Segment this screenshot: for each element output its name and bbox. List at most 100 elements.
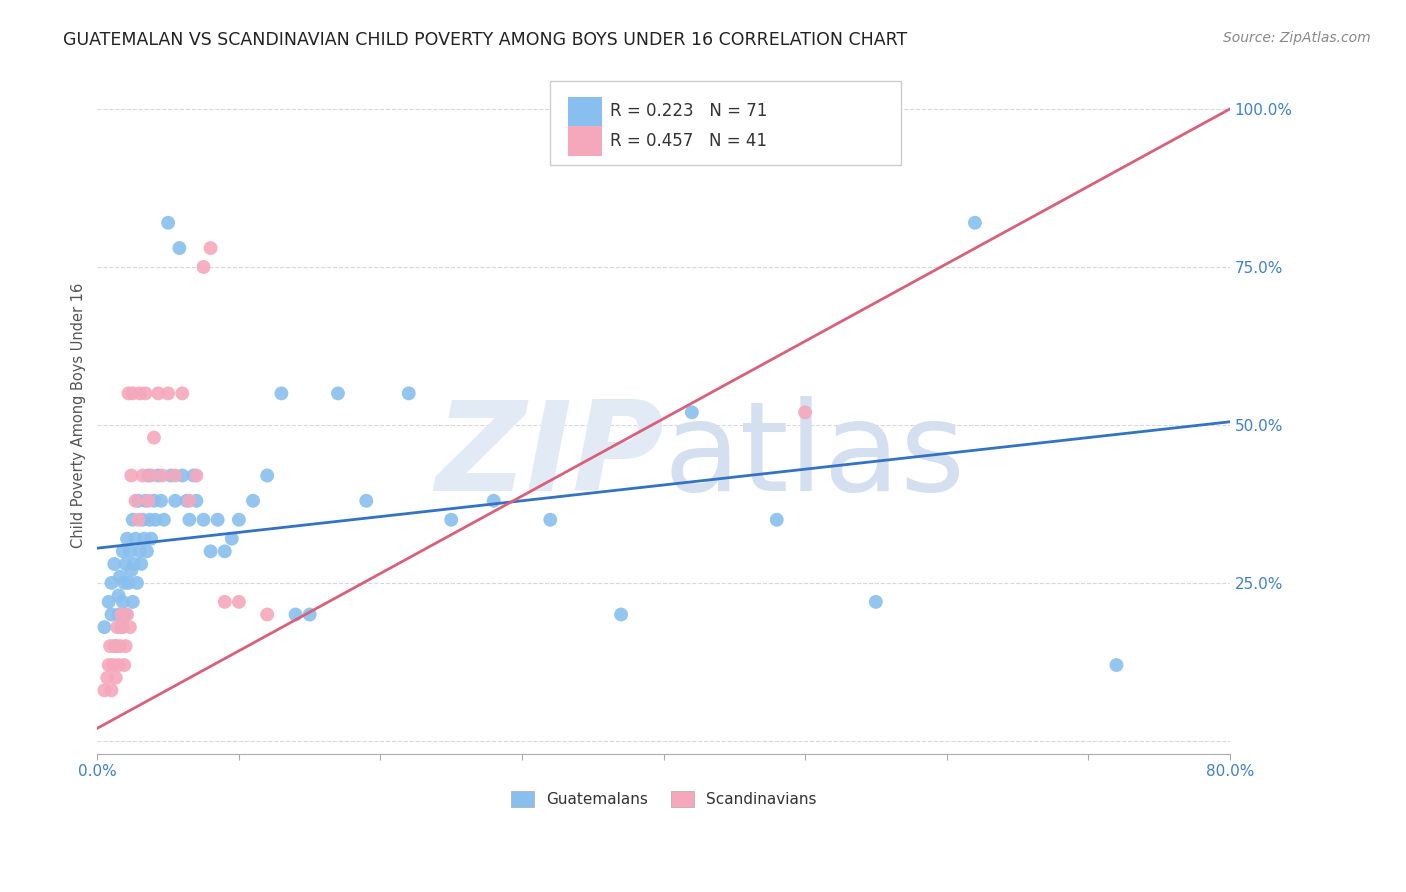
- Point: [131, 513, 153, 527]
- Point: [96, 671, 118, 685]
- Point: [963, 216, 986, 230]
- Point: [193, 260, 215, 274]
- Point: [172, 386, 194, 401]
- Point: [176, 493, 198, 508]
- Point: [93, 620, 115, 634]
- Point: [482, 493, 505, 508]
- Point: [114, 639, 136, 653]
- Text: ZIP: ZIP: [434, 395, 664, 516]
- Text: atlas: atlas: [664, 395, 966, 516]
- Point: [610, 607, 633, 622]
- Point: [93, 683, 115, 698]
- Point: [111, 544, 134, 558]
- Point: [139, 532, 162, 546]
- Point: [97, 595, 120, 609]
- Point: [122, 557, 145, 571]
- Text: R = 0.457   N = 41: R = 0.457 N = 41: [610, 132, 768, 150]
- Point: [134, 386, 156, 401]
- Legend: Guatemalans, Scandinavians: Guatemalans, Scandinavians: [505, 785, 823, 814]
- Point: [110, 607, 132, 622]
- Point: [152, 468, 174, 483]
- Point: [256, 468, 278, 483]
- Point: [214, 595, 236, 609]
- Point: [118, 620, 141, 634]
- Point: [865, 595, 887, 609]
- Point: [127, 513, 149, 527]
- Point: [100, 575, 122, 590]
- Point: [186, 493, 208, 508]
- Point: [214, 544, 236, 558]
- Point: [111, 620, 134, 634]
- Point: [157, 386, 180, 401]
- Point: [256, 607, 278, 622]
- Point: [117, 386, 139, 401]
- Point: [538, 513, 561, 527]
- Point: [117, 575, 139, 590]
- Point: [100, 683, 122, 698]
- Point: [104, 671, 127, 685]
- Point: [284, 607, 307, 622]
- Point: [270, 386, 292, 401]
- Point: [1105, 658, 1128, 673]
- Point: [124, 493, 146, 508]
- Point: [112, 658, 135, 673]
- Point: [200, 544, 222, 558]
- Point: [107, 607, 129, 622]
- Point: [150, 493, 173, 508]
- Point: [207, 513, 229, 527]
- Text: GUATEMALAN VS SCANDINAVIAN CHILD POVERTY AMONG BOYS UNDER 16 CORRELATION CHART: GUATEMALAN VS SCANDINAVIAN CHILD POVERTY…: [63, 31, 907, 49]
- Point: [136, 468, 159, 483]
- Point: [135, 544, 157, 558]
- Point: [118, 544, 141, 558]
- Point: [160, 468, 183, 483]
- FancyBboxPatch shape: [568, 97, 602, 127]
- Point: [107, 589, 129, 603]
- Point: [356, 493, 378, 508]
- Point: [121, 386, 143, 401]
- Point: [139, 468, 162, 483]
- Point: [110, 620, 132, 634]
- Point: [134, 493, 156, 508]
- Point: [165, 493, 187, 508]
- Point: [221, 532, 243, 546]
- Point: [136, 493, 159, 508]
- Point: [98, 639, 121, 653]
- Point: [242, 493, 264, 508]
- Point: [101, 658, 124, 673]
- Point: [145, 513, 167, 527]
- Point: [125, 575, 148, 590]
- Point: [105, 620, 128, 634]
- Point: [104, 639, 127, 653]
- Point: [143, 431, 166, 445]
- Point: [115, 607, 138, 622]
- Point: [115, 532, 138, 546]
- Point: [111, 595, 134, 609]
- Point: [179, 493, 201, 508]
- FancyBboxPatch shape: [568, 126, 602, 156]
- Point: [120, 563, 142, 577]
- Point: [103, 639, 125, 653]
- Point: [108, 639, 131, 653]
- Point: [153, 513, 176, 527]
- FancyBboxPatch shape: [550, 81, 901, 165]
- Point: [794, 405, 817, 419]
- Text: Source: ZipAtlas.com: Source: ZipAtlas.com: [1223, 31, 1371, 45]
- Point: [97, 658, 120, 673]
- Point: [138, 513, 160, 527]
- Point: [107, 658, 129, 673]
- Point: [398, 386, 420, 401]
- Point: [121, 595, 143, 609]
- Point: [128, 544, 150, 558]
- Point: [172, 468, 194, 483]
- Point: [128, 386, 150, 401]
- Point: [112, 575, 135, 590]
- Point: [169, 241, 191, 255]
- Point: [165, 468, 187, 483]
- Point: [108, 569, 131, 583]
- Point: [157, 216, 180, 230]
- Point: [114, 557, 136, 571]
- Point: [148, 386, 170, 401]
- Point: [179, 513, 201, 527]
- Point: [100, 607, 122, 622]
- Y-axis label: Child Poverty Among Boys Under 16: Child Poverty Among Boys Under 16: [72, 283, 86, 548]
